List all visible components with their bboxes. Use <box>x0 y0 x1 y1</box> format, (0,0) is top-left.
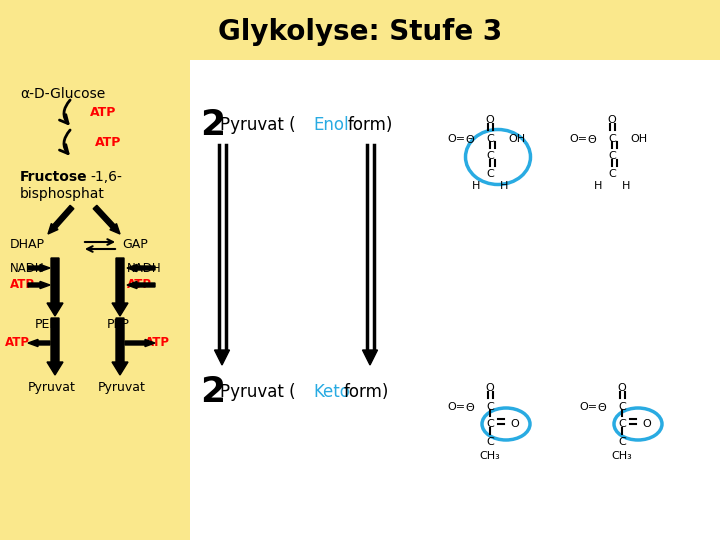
Text: GAP: GAP <box>122 239 148 252</box>
Text: NADH: NADH <box>10 261 45 274</box>
Text: OH: OH <box>508 134 525 144</box>
Text: O: O <box>485 383 495 393</box>
Polygon shape <box>127 265 155 272</box>
Polygon shape <box>28 281 50 288</box>
Text: ATP: ATP <box>10 279 35 292</box>
Text: C: C <box>618 437 626 447</box>
Text: Θ: Θ <box>598 403 606 413</box>
Text: C: C <box>486 134 494 144</box>
Text: O=: O= <box>448 134 466 144</box>
Text: O: O <box>618 383 626 393</box>
Text: CH₃: CH₃ <box>611 451 632 461</box>
FancyArrowPatch shape <box>60 100 70 124</box>
Text: Θ: Θ <box>466 135 474 145</box>
Text: C: C <box>486 169 494 179</box>
Text: ATP: ATP <box>95 136 122 148</box>
Polygon shape <box>48 205 74 234</box>
Text: C: C <box>618 419 626 429</box>
Polygon shape <box>112 258 128 316</box>
Text: C: C <box>486 437 494 447</box>
Text: Pyruvat: Pyruvat <box>98 381 146 394</box>
Polygon shape <box>93 205 120 234</box>
Text: 2: 2 <box>200 108 225 142</box>
Text: O=: O= <box>570 134 588 144</box>
Text: O: O <box>608 115 616 125</box>
Text: ATP: ATP <box>145 336 170 349</box>
Text: H: H <box>500 181 508 191</box>
Text: ATP: ATP <box>127 279 152 292</box>
Text: α-D-Glucose: α-D-Glucose <box>20 87 105 101</box>
Text: Glykolyse: Stufe 3: Glykolyse: Stufe 3 <box>218 18 502 46</box>
Text: -1,6-: -1,6- <box>90 170 122 184</box>
Text: form): form) <box>348 116 393 134</box>
Text: bisphosphat: bisphosphat <box>20 187 105 201</box>
Text: O=: O= <box>580 402 598 412</box>
Polygon shape <box>215 350 230 365</box>
Text: O: O <box>510 419 518 429</box>
Text: C: C <box>608 169 616 179</box>
Bar <box>0 60 190 540</box>
Text: Θ: Θ <box>588 135 596 145</box>
FancyArrowPatch shape <box>60 130 70 153</box>
Text: C: C <box>486 402 494 412</box>
Polygon shape <box>112 318 128 375</box>
Text: PEP: PEP <box>107 319 130 332</box>
Text: C: C <box>608 134 616 144</box>
Text: CH₃: CH₃ <box>480 451 500 461</box>
Text: C: C <box>486 419 494 429</box>
Text: Fructose: Fructose <box>20 170 88 184</box>
Text: Enol: Enol <box>313 116 348 134</box>
Text: H: H <box>622 181 630 191</box>
Polygon shape <box>127 281 155 288</box>
Text: O=: O= <box>448 402 466 412</box>
Text: H: H <box>594 181 602 191</box>
Text: NADH: NADH <box>127 261 161 274</box>
Text: ATP: ATP <box>90 105 117 118</box>
Polygon shape <box>47 258 63 316</box>
Text: O: O <box>485 115 495 125</box>
Text: OH: OH <box>630 134 647 144</box>
Text: Keto: Keto <box>313 383 350 401</box>
Text: Pyruvat: Pyruvat <box>28 381 76 394</box>
Polygon shape <box>125 340 155 347</box>
Bar <box>0 0 720 60</box>
Text: DHAP: DHAP <box>10 239 45 252</box>
Text: Θ: Θ <box>466 403 474 413</box>
Polygon shape <box>28 265 50 272</box>
Text: 2: 2 <box>200 375 225 409</box>
Text: form): form) <box>344 383 390 401</box>
Text: O: O <box>642 419 651 429</box>
Text: C: C <box>608 151 616 161</box>
Text: Pyruvat (: Pyruvat ( <box>220 116 295 134</box>
Text: C: C <box>486 151 494 161</box>
Text: C: C <box>618 402 626 412</box>
Text: H: H <box>472 181 480 191</box>
Text: Pyruvat (: Pyruvat ( <box>220 383 295 401</box>
Bar <box>190 60 720 540</box>
Polygon shape <box>47 318 63 375</box>
Text: PEP: PEP <box>35 319 58 332</box>
Text: ATP: ATP <box>5 336 30 349</box>
Polygon shape <box>362 350 377 365</box>
Polygon shape <box>28 340 50 347</box>
